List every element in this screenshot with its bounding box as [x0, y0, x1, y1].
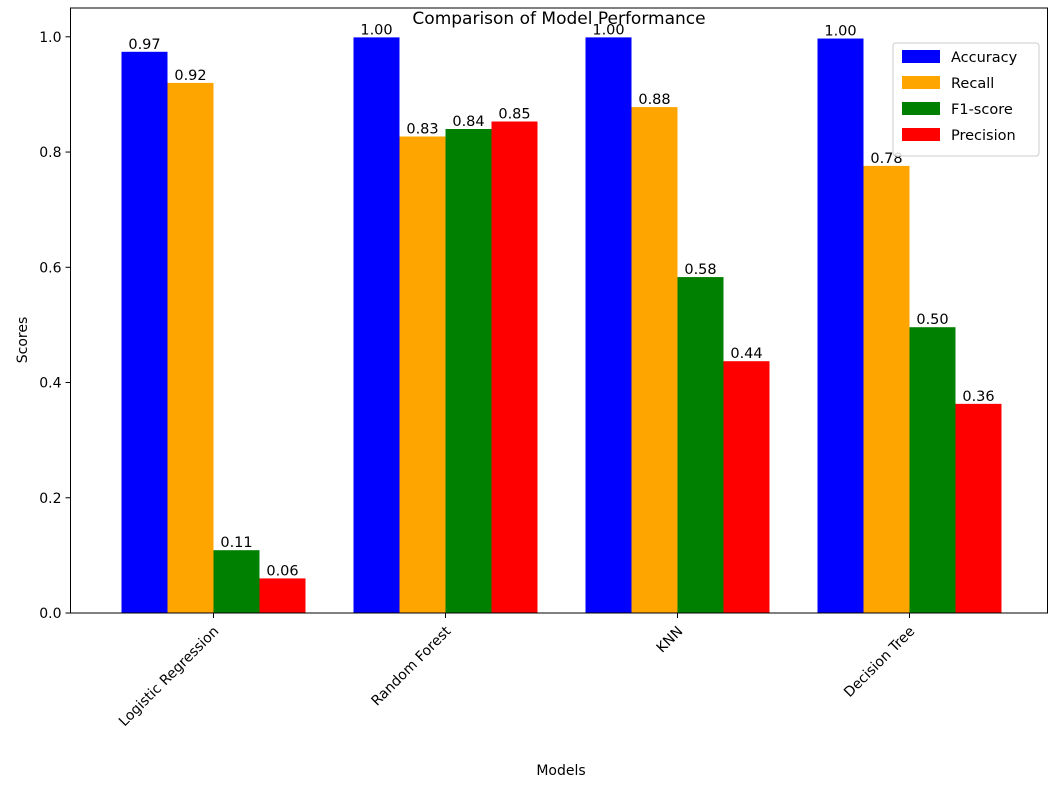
y-tick-label: 0.2 — [39, 491, 61, 507]
y-axis-label: Scores — [15, 317, 31, 364]
bar-value-label: 1.00 — [592, 22, 624, 38]
bar-value-label: 0.58 — [684, 262, 716, 278]
x-axis-label: Models — [536, 763, 585, 779]
bar-f1-score-knn — [677, 277, 724, 613]
legend-swatch — [902, 102, 940, 115]
bar-value-label: 0.97 — [128, 37, 160, 53]
bar-value-label: 0.44 — [730, 346, 762, 362]
bar-value-label: 0.84 — [452, 114, 484, 130]
bar-precision-knn — [723, 361, 770, 613]
x-tick-label: KNN — [654, 624, 687, 657]
y-tick-label: 0.4 — [39, 376, 61, 392]
bar-value-label: 0.88 — [638, 92, 670, 108]
bar-precision-logistic-regression — [259, 578, 306, 613]
x-tick-label: Logistic Regression — [116, 624, 222, 730]
y-tick-label: 0.6 — [39, 260, 61, 276]
bar-accuracy-logistic-regression — [121, 51, 168, 614]
bar-value-label: 0.92 — [174, 68, 206, 84]
legend-swatch — [902, 76, 940, 89]
bar-value-label: 0.36 — [962, 389, 994, 405]
x-tick-label: Decision Tree — [841, 624, 918, 701]
bar-f1-score-decision-tree — [909, 327, 956, 613]
chart-title: Comparison of Model Performance — [412, 9, 705, 29]
bar-accuracy-random-forest — [353, 37, 400, 613]
bar-recall-knn — [631, 107, 678, 613]
bar-value-label: 0.85 — [498, 107, 530, 123]
bar-precision-random-forest — [491, 121, 538, 613]
y-tick-label: 0.8 — [39, 145, 61, 161]
legend-label: Recall — [951, 76, 994, 92]
bar-value-label: 0.11 — [220, 535, 252, 551]
bar-value-label: 0.83 — [406, 121, 438, 137]
bar-value-label: 1.00 — [360, 22, 392, 38]
bar-accuracy-decision-tree — [817, 38, 864, 614]
legend-box — [892, 42, 1040, 157]
bar-value-label: 0.06 — [266, 563, 298, 579]
legend-swatch — [902, 50, 940, 63]
legend: Accuracy Recall F1-score Precision — [892, 42, 1040, 157]
legend-swatch — [902, 128, 940, 141]
legend-label: Precision — [951, 128, 1016, 144]
plot-frame — [70, 7, 1048, 614]
x-axis: Logistic Regression Random Forest KNN Decis… — [116, 613, 918, 730]
bar-f1-score-logistic-regression — [213, 550, 260, 613]
y-axis: 0.0 0.2 0.4 0.6 0.8 1.0 — [39, 30, 71, 622]
legend-label: Accuracy — [951, 50, 1018, 66]
bars-layer — [121, 37, 1002, 614]
y-tick-label: 0.0 — [39, 606, 61, 622]
bar-value-label: 1.00 — [824, 24, 856, 40]
data-labels-layer: 0.97 0.92 0.11 0.06 1.00 0.83 0.84 0.85 1.00 0.88… — [128, 22, 994, 579]
y-tick-label: 1.0 — [39, 30, 61, 46]
bar-recall-random-forest — [399, 136, 446, 613]
x-tick-label: Random Forest — [368, 623, 454, 709]
bar-f1-score-random-forest — [445, 129, 492, 613]
legend-label: F1-score — [951, 102, 1013, 118]
bar-recall-logistic-regression — [167, 82, 214, 613]
bar-precision-decision-tree — [955, 403, 1002, 613]
bar-accuracy-knn — [585, 37, 632, 613]
bar-recall-decision-tree — [863, 165, 910, 613]
bar-value-label: 0.50 — [916, 312, 948, 328]
